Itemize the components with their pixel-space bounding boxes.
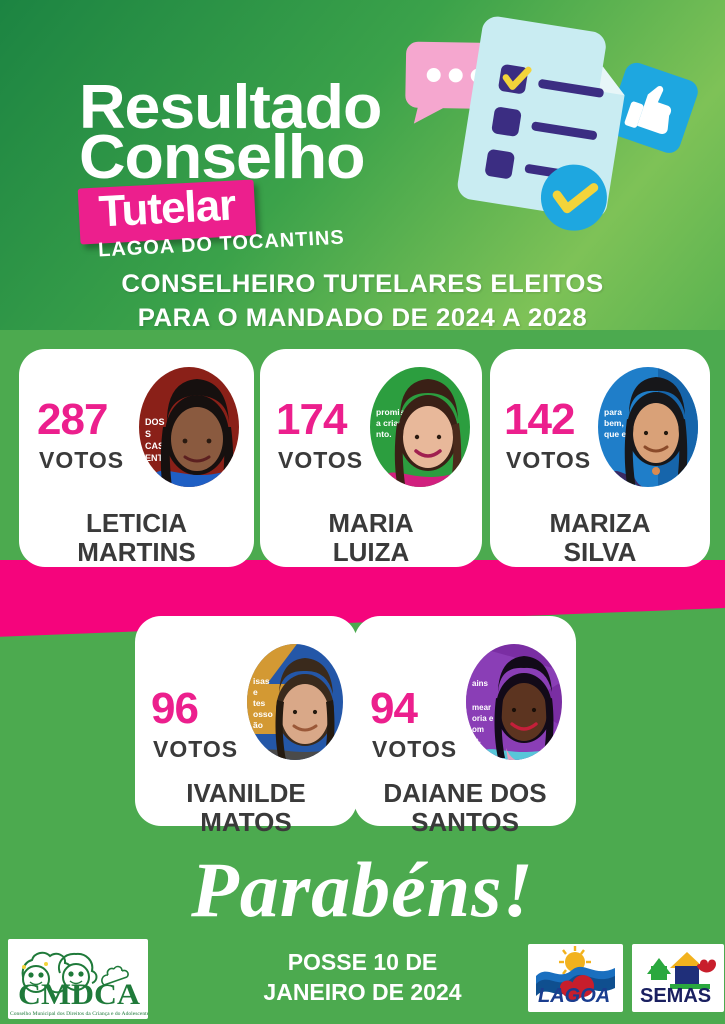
svg-text:mear: mear (472, 703, 491, 712)
svg-text:ia.: ia. (472, 736, 481, 745)
svg-text:ains: ains (472, 679, 489, 688)
svg-text:ão: ão (253, 720, 263, 730)
svg-text:bem,: bem, (604, 418, 624, 428)
svg-text:para: para (604, 407, 622, 417)
svg-text:om: om (472, 725, 484, 734)
svg-text:S: S (145, 429, 151, 439)
svg-text:CMDCA: CMDCA (18, 978, 140, 1011)
svg-text:SEMAS: SEMAS (640, 985, 711, 1007)
svg-text:nto.: nto. (376, 429, 392, 439)
svg-text:oria e: oria e (472, 714, 494, 723)
svg-text:osso: osso (253, 709, 273, 719)
svg-text:que e: que e (604, 429, 626, 439)
svg-text:tes: tes (253, 698, 266, 708)
svg-text:e: e (253, 687, 258, 697)
svg-text:isas: isas (253, 676, 270, 686)
svg-text:Conselho Municipal dos Direito: Conselho Municipal dos Direitos da Crian… (10, 1011, 148, 1017)
svg-text:LAGOA: LAGOA (538, 985, 610, 1007)
svg-text:DOS: DOS (145, 417, 165, 427)
